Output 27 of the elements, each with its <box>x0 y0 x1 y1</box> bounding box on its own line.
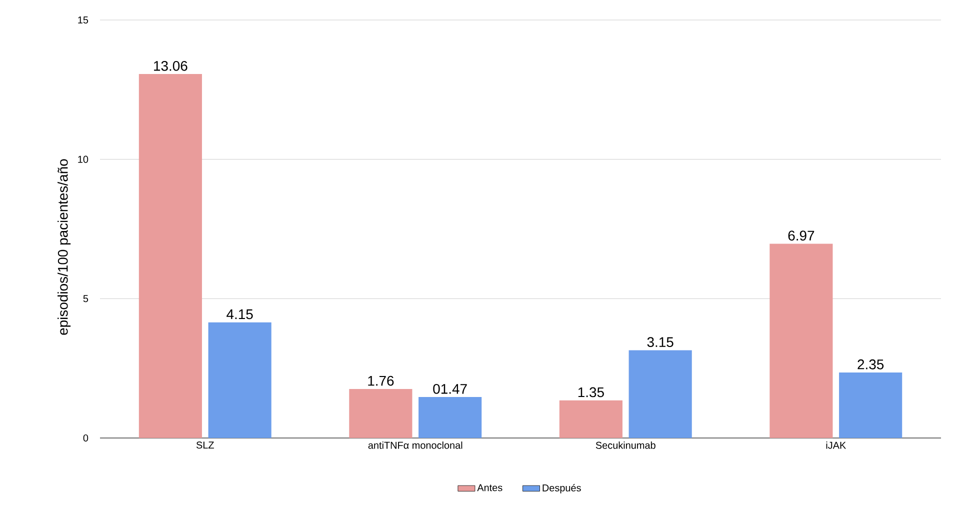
y-tick-label: 0 <box>83 434 88 442</box>
data-label: 4.15 <box>226 309 253 320</box>
x-tick-label: antiTNFα monoclonal <box>368 442 462 449</box>
data-label: 1.35 <box>578 387 604 398</box>
data-label: 1.76 <box>368 376 394 386</box>
y-tick-label: 15 <box>78 16 88 24</box>
data-label: 3.15 <box>647 337 674 348</box>
x-tick-label: SLZ <box>196 442 214 449</box>
bar <box>138 74 202 438</box>
legend-label: Antes <box>477 484 502 492</box>
bar <box>418 397 482 438</box>
bar <box>208 322 272 438</box>
x-tick-label: Secukinumab <box>596 442 656 449</box>
x-tick-label: iJAK <box>826 442 846 449</box>
y-axis-title: episodios/100 pacientes/año <box>58 159 71 335</box>
bar <box>559 400 622 438</box>
bar <box>839 372 902 438</box>
bar <box>628 350 692 438</box>
legend-label: Después <box>542 484 581 494</box>
data-label: 13.06 <box>154 60 188 71</box>
bar <box>349 388 412 438</box>
data-label: 01.47 <box>433 384 467 394</box>
y-tick-label: 5 <box>83 295 88 302</box>
data-label: 2.35 <box>858 359 884 370</box>
bar <box>770 244 833 438</box>
data-label: 6.97 <box>788 230 814 241</box>
y-tick-label: 10 <box>78 156 88 163</box>
